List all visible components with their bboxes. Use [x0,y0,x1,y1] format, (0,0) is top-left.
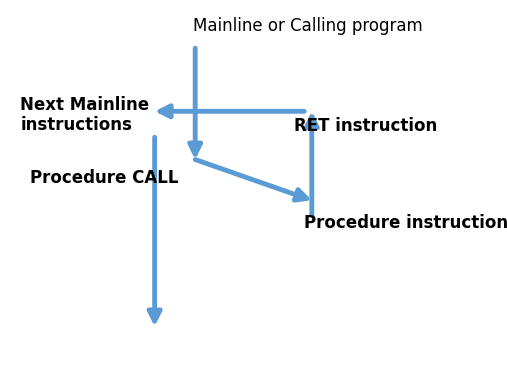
Text: Procedure instructions: Procedure instructions [304,214,507,232]
Text: RET instruction: RET instruction [294,117,438,135]
Text: Mainline or Calling program: Mainline or Calling program [193,17,422,35]
Text: Next Mainline
instructions: Next Mainline instructions [20,96,150,134]
Text: Procedure CALL: Procedure CALL [30,169,179,187]
